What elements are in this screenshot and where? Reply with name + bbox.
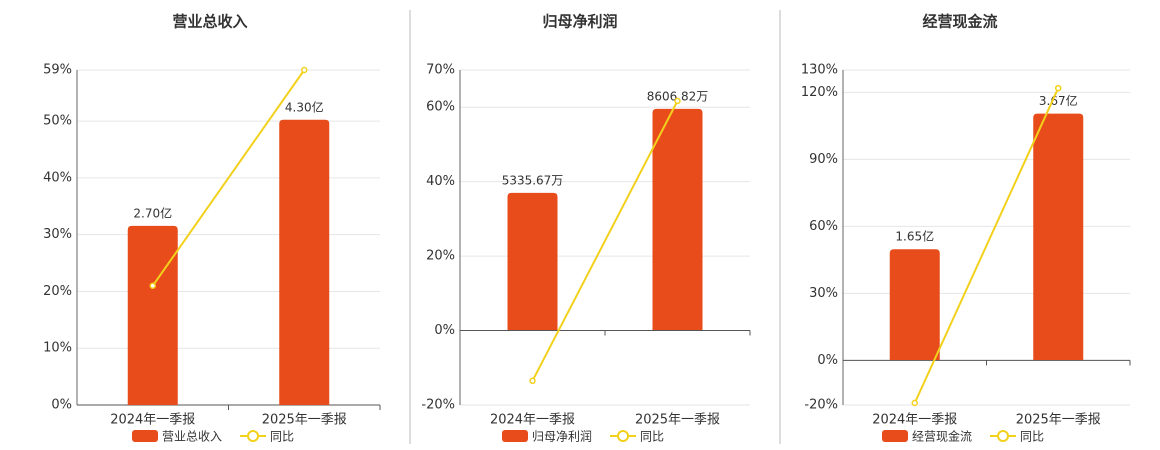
legend-swatch (502, 430, 528, 442)
line-point (301, 66, 308, 74)
line-point (149, 282, 156, 290)
x-tick-label: 2024年一季报 (110, 413, 195, 428)
x-tick-label: 2024年一季报 (872, 413, 957, 428)
y-tick-label: 60% (426, 100, 455, 115)
y-tick-label: 40% (426, 174, 455, 189)
y-tick-label: 0% (51, 398, 72, 413)
legend-label: 同比 (1020, 430, 1044, 444)
y-tick-label: -20% (421, 398, 455, 413)
x-tick-label: 2024年一季报 (490, 413, 575, 428)
bar (1033, 113, 1084, 361)
value-label: 3.67亿 (1039, 93, 1078, 108)
x-tick-label: 2025年一季报 (262, 413, 347, 428)
legend-label: 营业总收入 (162, 430, 222, 444)
y-tick-label: 130% (801, 63, 838, 78)
legend-label: 归母净利润 (532, 430, 592, 444)
line (151, 69, 306, 287)
y-tick-label: 60% (809, 219, 838, 234)
y-tick-label: 20% (426, 249, 455, 264)
y-tick-label: 50% (43, 114, 72, 129)
legend-swatch (882, 430, 908, 442)
legend-label: 经营现金流 (912, 429, 972, 444)
line-point (911, 399, 918, 407)
line-point (529, 377, 536, 385)
y-tick-label: 40% (43, 170, 72, 185)
y-tick-label: 59% (43, 63, 72, 78)
y-tick-label: 90% (809, 152, 838, 167)
value-label: 5335.67万 (502, 173, 564, 187)
line-point (674, 97, 681, 105)
y-tick-label: 30% (809, 286, 838, 301)
value-label: 2.70亿 (133, 205, 172, 220)
bar (127, 225, 178, 405)
bar (279, 119, 330, 405)
bar (889, 249, 940, 361)
chart-title: 经营现金流 (922, 13, 997, 31)
value-label: 4.30亿 (285, 99, 324, 114)
value-label: 8606.82万 (647, 89, 709, 103)
legend-label: 同比 (640, 430, 664, 444)
chart-title: 营业总收入 (172, 13, 247, 31)
bar (507, 192, 558, 330)
line-point (1055, 84, 1062, 92)
y-tick-label: 30% (43, 227, 72, 242)
legend-swatch (132, 430, 158, 442)
y-tick-label: 70% (426, 63, 455, 78)
chart-title: 归母净利润 (542, 13, 617, 31)
legend-marker (617, 430, 630, 442)
legend-label: 同比 (270, 430, 294, 444)
y-tick-label: 0% (817, 353, 838, 368)
line (531, 100, 679, 382)
x-tick-label: 2025年一季报 (635, 413, 720, 428)
y-tick-label: 120% (801, 85, 838, 100)
legend-marker (997, 430, 1010, 442)
bar (652, 108, 703, 330)
line (913, 87, 1060, 404)
x-tick-label: 2025年一季报 (1016, 413, 1101, 428)
y-tick-label: 20% (43, 284, 72, 299)
value-label: 1.65亿 (895, 229, 934, 244)
y-tick-label: 10% (43, 341, 72, 356)
y-tick-label: 0% (434, 323, 455, 338)
y-tick-label: -20% (804, 398, 838, 413)
legend-marker (247, 430, 260, 442)
